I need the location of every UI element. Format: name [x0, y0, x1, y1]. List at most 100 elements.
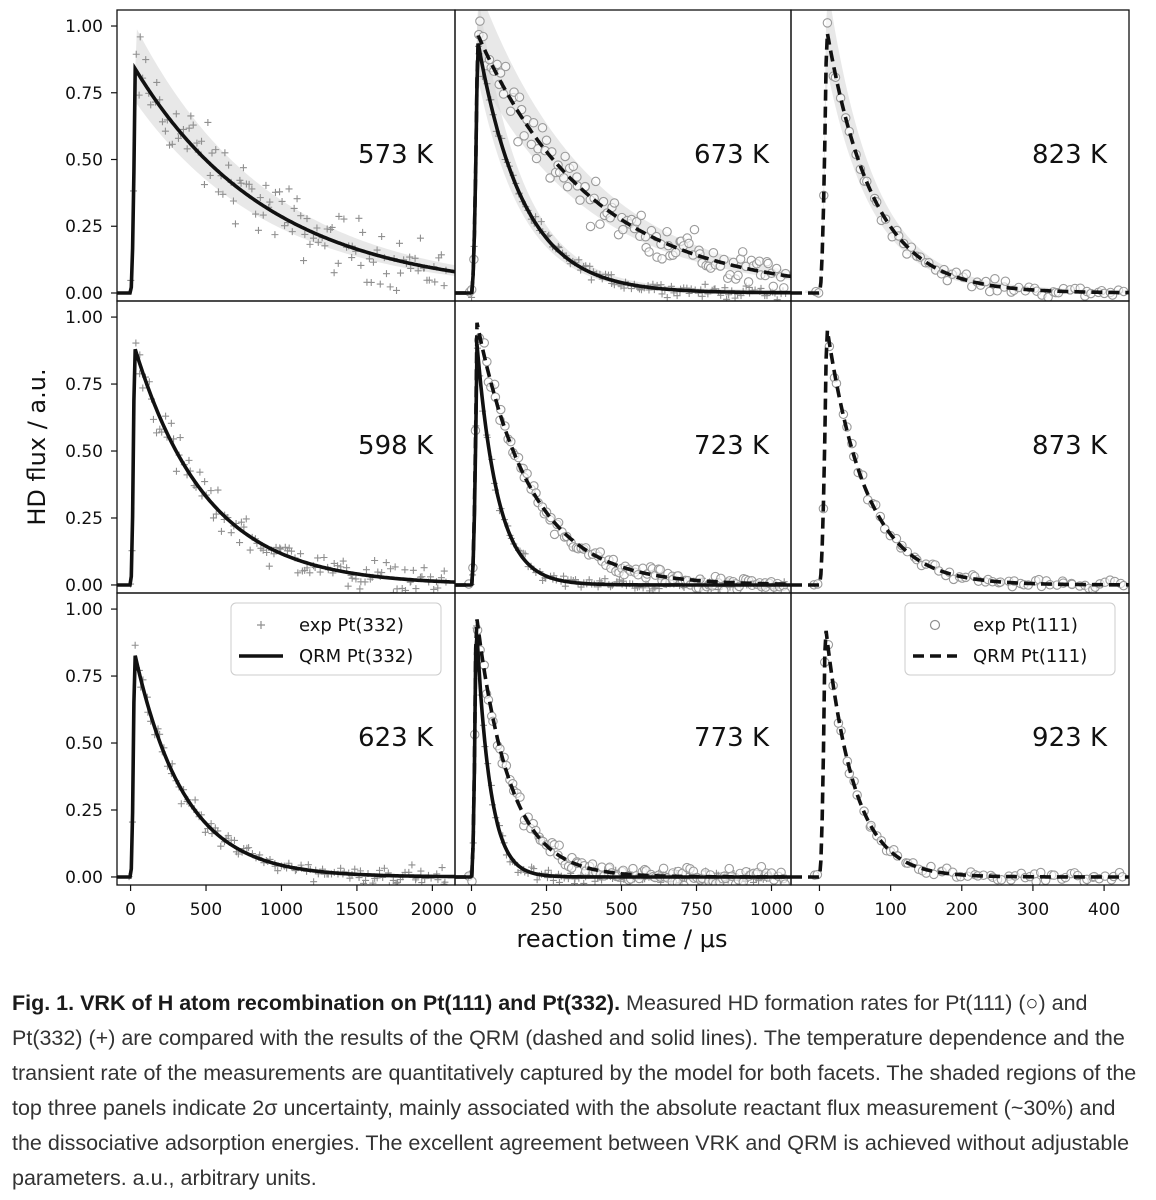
data-point-plus [391, 563, 399, 571]
plot-area [791, 630, 1129, 885]
data-point-plus [266, 198, 274, 206]
x-tick-label: 2000 [411, 900, 454, 920]
x-tick-label: 0 [814, 900, 825, 920]
data-point-circle [515, 792, 525, 802]
data-point-plus [396, 269, 404, 277]
data-point-plus [136, 33, 144, 41]
data-point-circle [591, 176, 601, 187]
x-tick-label: 500 [605, 900, 637, 920]
data-point-circle [492, 59, 502, 70]
data-point-circle [500, 61, 511, 72]
data-point-plus [204, 118, 212, 126]
figure-grid: 573 K 0.00 0.25 0.50 0.75 1.00 673 K 823 K 598 K… [23, 9, 1130, 953]
data-point-plus [376, 866, 384, 874]
data-point-plus [300, 257, 308, 265]
y-axis-label: HD flux / a.u. [23, 368, 51, 525]
data-point-circle [554, 840, 564, 851]
data-point-plus [361, 578, 369, 586]
data-point-plus [189, 121, 197, 129]
data-point-plus [537, 218, 545, 226]
data-point-circle [537, 123, 548, 133]
plot-area [117, 29, 455, 295]
data-point-plus [533, 876, 541, 884]
data-point-circle [961, 269, 972, 279]
data-point-plus [304, 861, 312, 869]
data-point-plus [290, 204, 298, 212]
data-point-plus [240, 523, 248, 531]
data-point-circle [716, 573, 726, 584]
data-point-plus [174, 134, 182, 142]
data-point-plus [434, 584, 442, 592]
data-point-plus [297, 550, 305, 558]
data-point-plus [362, 876, 370, 884]
data-point-plus [265, 562, 273, 570]
y-tick-label: 0.25 [65, 509, 103, 529]
y-tick-label: 0.75 [65, 667, 103, 687]
data-point-circle [595, 547, 606, 557]
data-point-plus [278, 197, 286, 205]
data-point-plus [262, 181, 270, 189]
data-point-plus [313, 224, 321, 232]
data-point-plus [414, 267, 422, 275]
data-point-circle [526, 139, 537, 150]
data-point-plus [239, 164, 247, 172]
data-point-plus [281, 222, 289, 230]
temperature-label: 573 K [358, 140, 434, 170]
y-tick-label: 1.00 [65, 600, 103, 620]
x-tick-label: 100 [874, 900, 906, 920]
data-point-plus [243, 844, 251, 852]
data-point-plus [314, 554, 322, 562]
data-point-plus [314, 238, 322, 246]
qrm-pt332-curve [117, 348, 455, 587]
data-point-plus [440, 567, 448, 575]
y-tick-label: 0.50 [65, 151, 103, 171]
y-tick-label: 0.50 [65, 442, 103, 462]
x-tick-label: 750 [680, 900, 712, 920]
data-point-plus [601, 575, 609, 583]
data-point-plus [330, 269, 338, 277]
legend: exp Pt(111) QRM Pt(111) [904, 602, 1116, 676]
plot-area [455, 10, 791, 301]
data-point-plus [401, 566, 409, 574]
data-point-plus [433, 884, 435, 885]
data-point-plus [225, 161, 233, 169]
plot-area [791, 330, 1129, 593]
y-tick-label: 0.00 [65, 868, 103, 888]
data-point-plus [303, 564, 311, 572]
data-point-plus [306, 569, 314, 577]
data-point-plus [147, 101, 155, 109]
data-point-plus [357, 261, 365, 269]
data-point-plus [229, 197, 237, 205]
plot-area [791, 10, 1129, 301]
data-point-circle [990, 274, 1000, 284]
data-point-circle [756, 861, 767, 872]
data-point-plus [230, 836, 238, 844]
data-point-plus [773, 296, 781, 301]
data-point-circle [951, 267, 961, 278]
data-point-plus [395, 239, 403, 247]
panel-673k: 673 K [454, 9, 792, 302]
data-point-plus [334, 562, 342, 570]
data-point-plus [386, 283, 394, 291]
y-tick-label: 0.25 [65, 801, 103, 821]
y-tick-label: 0.25 [65, 217, 103, 237]
data-point-plus [365, 255, 373, 263]
qrm-pt111-curve [455, 35, 791, 295]
y-tick-label: 0.00 [65, 576, 103, 596]
plot-area [117, 641, 455, 885]
data-point-plus [303, 215, 311, 223]
data-point-circle [1000, 276, 1011, 287]
data-point-plus [254, 226, 262, 234]
data-point-plus [373, 246, 381, 254]
data-point-circle [662, 226, 672, 237]
data-point-circle [708, 248, 719, 258]
data-point-plus [420, 564, 428, 572]
data-point-plus [293, 195, 301, 203]
data-point-plus [246, 546, 254, 554]
data-point-plus [591, 877, 599, 885]
data-point-plus [297, 212, 305, 220]
data-point-plus [587, 276, 595, 284]
legend: exp Pt(332) QRM Pt(332) [230, 602, 442, 676]
data-point-plus [158, 118, 166, 126]
data-point-plus [407, 264, 415, 272]
